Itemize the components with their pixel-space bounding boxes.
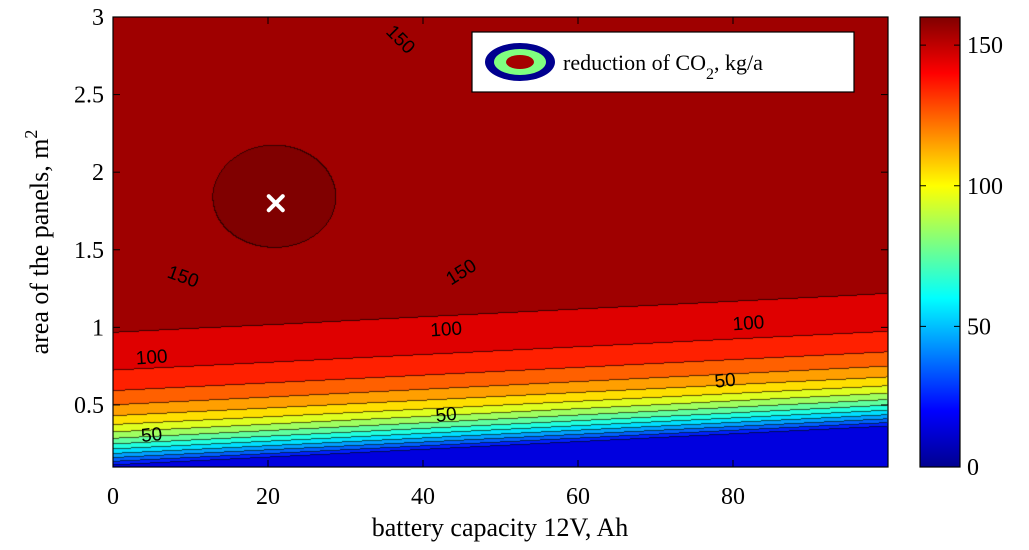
legend-swatch-inner bbox=[506, 55, 534, 69]
y-tick-label: 2.5 bbox=[74, 83, 104, 109]
colorbar-gradient bbox=[919, 16, 961, 468]
y-tick-label: 0.5 bbox=[74, 393, 104, 419]
y-tick-label: 1.5 bbox=[74, 238, 104, 264]
optimum-marker bbox=[266, 194, 285, 213]
plot-frame bbox=[112, 16, 889, 468]
colorbar: 0 50 100 150 bbox=[919, 16, 1003, 481]
x-tick-label: 0 bbox=[107, 484, 119, 510]
y-tick-label: 1 bbox=[92, 315, 104, 341]
y-tick-label: 2 bbox=[92, 160, 104, 186]
contour-label: 100 bbox=[430, 318, 463, 341]
x-tick-label: 20 bbox=[256, 484, 280, 510]
colorbar-tick-label: 50 bbox=[967, 314, 991, 340]
y-tick-label: 3 bbox=[92, 5, 104, 31]
contour-label: 50 bbox=[140, 424, 163, 447]
legend: reduction of CO2, kg/a bbox=[471, 31, 855, 93]
y-axis: 0.5 1 1.5 2 2.5 3 bbox=[74, 5, 888, 419]
x-tick-label: 40 bbox=[411, 484, 435, 510]
x-axis: 0 20 40 60 80 bbox=[107, 17, 745, 510]
legend-label: reduction of CO2, kg/a bbox=[563, 50, 763, 83]
contour-label: 50 bbox=[714, 370, 737, 393]
x-tick-label: 60 bbox=[566, 484, 590, 510]
contour-label: 100 bbox=[135, 346, 168, 369]
x-tick-label: 80 bbox=[721, 484, 745, 510]
contour-label: 100 bbox=[732, 312, 765, 335]
x-axis-title: battery capacity 12V, Ah bbox=[372, 513, 629, 542]
colorbar-tick-label: 150 bbox=[967, 33, 1003, 59]
y-axis-title: area of the panels, m2 bbox=[21, 130, 54, 355]
colorbar-tick-label: 100 bbox=[967, 174, 1003, 200]
colorbar-ticks: 0 50 100 150 bbox=[920, 33, 1003, 481]
contour-label: 50 bbox=[435, 404, 458, 427]
colorbar-tick-label: 0 bbox=[967, 455, 979, 481]
